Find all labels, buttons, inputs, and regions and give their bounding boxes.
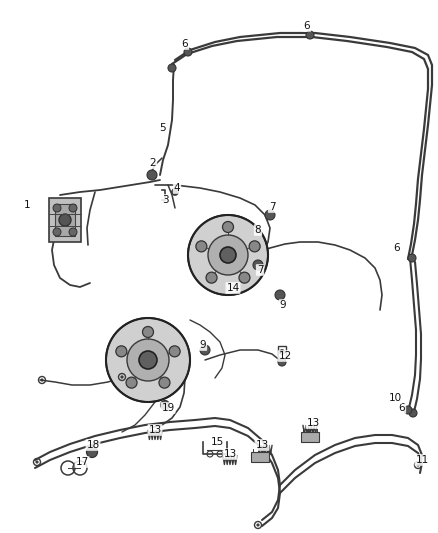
- Text: 5: 5: [159, 123, 165, 133]
- Text: 19: 19: [161, 403, 175, 413]
- Text: 6: 6: [304, 21, 310, 31]
- Circle shape: [59, 214, 71, 226]
- Circle shape: [169, 346, 180, 357]
- Circle shape: [168, 64, 176, 72]
- Text: 7: 7: [257, 265, 263, 275]
- Text: 14: 14: [226, 283, 240, 293]
- Text: 6: 6: [182, 39, 188, 49]
- Text: 3: 3: [162, 195, 168, 205]
- Text: 18: 18: [86, 440, 99, 450]
- Circle shape: [249, 241, 260, 252]
- Circle shape: [172, 189, 179, 196]
- Circle shape: [239, 272, 250, 283]
- Text: 6: 6: [394, 243, 400, 253]
- Circle shape: [200, 345, 210, 355]
- Text: 2: 2: [150, 158, 156, 168]
- Circle shape: [160, 400, 170, 409]
- Circle shape: [116, 346, 127, 357]
- Circle shape: [86, 447, 98, 457]
- Circle shape: [139, 351, 157, 369]
- Circle shape: [275, 290, 285, 300]
- Text: 4: 4: [174, 183, 180, 193]
- Circle shape: [36, 461, 38, 463]
- Bar: [49, 198, 81, 242]
- Circle shape: [417, 464, 419, 466]
- Text: 13: 13: [306, 418, 320, 428]
- Circle shape: [142, 327, 153, 337]
- Circle shape: [188, 215, 268, 295]
- Circle shape: [278, 358, 286, 366]
- Text: 11: 11: [415, 455, 429, 465]
- Circle shape: [279, 350, 285, 354]
- Text: 1: 1: [24, 200, 30, 210]
- Circle shape: [69, 204, 77, 212]
- Circle shape: [223, 222, 233, 232]
- Text: 12: 12: [279, 351, 292, 361]
- Circle shape: [127, 339, 169, 381]
- Text: 9: 9: [200, 340, 206, 350]
- Text: 8: 8: [254, 225, 261, 235]
- Circle shape: [257, 524, 259, 526]
- Text: 13: 13: [148, 425, 162, 435]
- Circle shape: [126, 377, 137, 388]
- Circle shape: [306, 31, 314, 39]
- Text: 9: 9: [280, 300, 286, 310]
- Circle shape: [53, 228, 61, 236]
- Circle shape: [69, 228, 77, 236]
- Text: 15: 15: [210, 437, 224, 447]
- Circle shape: [196, 241, 207, 252]
- Circle shape: [409, 409, 417, 417]
- Circle shape: [53, 204, 61, 212]
- Circle shape: [106, 318, 190, 402]
- Text: 17: 17: [75, 457, 88, 467]
- Text: 6: 6: [399, 403, 405, 413]
- Bar: [278, 346, 286, 358]
- Bar: [55, 204, 75, 236]
- Circle shape: [253, 260, 263, 270]
- Circle shape: [159, 377, 170, 388]
- Circle shape: [220, 247, 236, 263]
- Circle shape: [408, 254, 416, 262]
- Circle shape: [41, 379, 43, 381]
- Circle shape: [147, 170, 157, 180]
- Circle shape: [206, 272, 217, 283]
- Circle shape: [121, 376, 123, 378]
- Bar: [251, 452, 269, 462]
- Circle shape: [208, 235, 248, 275]
- Circle shape: [184, 48, 192, 56]
- Text: 10: 10: [389, 393, 402, 403]
- Circle shape: [265, 210, 275, 220]
- Text: 7: 7: [268, 202, 276, 212]
- Text: 13: 13: [255, 440, 268, 450]
- Bar: [301, 432, 319, 442]
- Circle shape: [404, 406, 412, 414]
- Text: 13: 13: [223, 449, 237, 459]
